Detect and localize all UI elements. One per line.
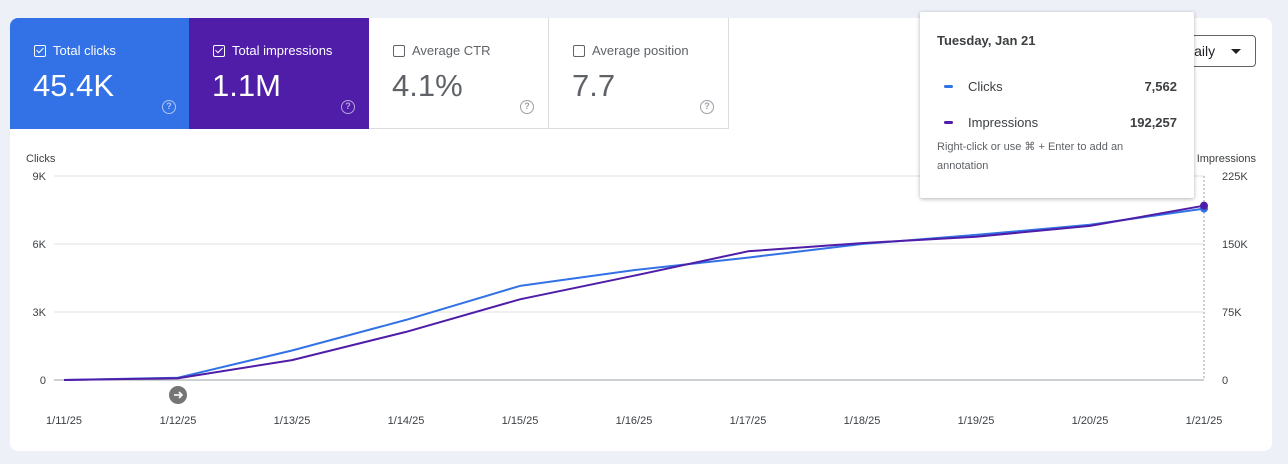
metric-average-ctr[interactable]: Average CTR 4.1% ? <box>369 18 549 129</box>
tooltip-date: Tuesday, Jan 21 <box>937 33 1036 48</box>
metric-value: 4.1% <box>392 68 463 103</box>
metric-label: Total impressions <box>232 43 333 58</box>
tooltip-value: 192,257 <box>1130 115 1177 130</box>
metric-label: Average position <box>592 43 689 58</box>
tooltip-note: Right-click or use ⌘ + Enter to add an a… <box>937 141 1124 172</box>
metric-total-impressions[interactable]: Total impressions 1.1M ? <box>189 18 369 129</box>
x-tick-label: 1/21/25 <box>1186 415 1223 427</box>
series-line-clicks <box>63 207 1205 381</box>
x-tick-label: 1/18/25 <box>844 415 881 427</box>
metric-value: 7.7 <box>572 68 616 103</box>
x-tick-label: 1/20/25 <box>1072 415 1109 427</box>
x-tick-label: 1/11/25 <box>46 415 82 427</box>
hover-point-impressions <box>1200 201 1208 210</box>
checkbox-icon[interactable] <box>573 44 585 57</box>
metric-label: Average CTR <box>412 43 491 58</box>
checkbox-icon[interactable] <box>213 44 225 57</box>
tooltip-label: Clicks <box>968 79 1003 94</box>
y-tick-label-left: 9K <box>33 171 47 183</box>
y-axis-title-right: Impressions <box>1197 153 1257 165</box>
y-tick-label-left: 6K <box>33 239 47 251</box>
y-axis-title-left: Clicks <box>26 153 56 165</box>
help-icon[interactable]: ? <box>520 100 534 114</box>
help-icon[interactable]: ? <box>341 100 355 114</box>
help-icon[interactable]: ? <box>700 100 714 114</box>
series-dash-icon <box>944 85 953 88</box>
metric-value: 45.4K <box>33 68 115 103</box>
y-tick-label-left: 3K <box>33 307 47 319</box>
x-tick-label: 1/13/25 <box>274 415 311 427</box>
tooltip-row-impressions: Impressions 192,257 <box>944 115 1177 131</box>
series-line-impressions <box>63 204 1205 381</box>
x-tick-label: 1/12/25 <box>160 415 197 427</box>
performance-chart[interactable]: 0 0 3K 75K 6K 150K 9K 225K Clicks Impressions 1/11… <box>10 18 1272 451</box>
checkbox-icon[interactable] <box>393 44 405 57</box>
tooltip-label: Impressions <box>968 115 1039 130</box>
tooltip-row-clicks: Clicks 7,562 <box>944 79 1177 95</box>
y-tick-label-right: 150K <box>1222 239 1248 251</box>
help-icon[interactable]: ? <box>162 100 176 114</box>
series-dash-icon <box>944 121 953 124</box>
x-tick-label: 1/19/25 <box>958 415 995 427</box>
metric-average-position[interactable]: Average position 7.7 ? <box>549 18 729 129</box>
chart-tooltip: Tuesday, Jan 21 Clicks 7,562 Impressions… <box>920 12 1194 198</box>
checkbox-icon[interactable] <box>34 44 46 57</box>
x-tick-label: 1/15/25 <box>502 415 539 427</box>
x-tick-label: 1/14/25 <box>388 415 425 427</box>
tooltip-value: 7,562 <box>1144 79 1177 94</box>
caret-down-icon <box>1231 49 1241 54</box>
annotation-marker-icon[interactable] <box>169 386 187 404</box>
metric-label: Total clicks <box>53 43 116 58</box>
y-tick-label-right: 225K <box>1222 171 1248 183</box>
metric-total-clicks[interactable]: Total clicks 45.4K ? <box>10 18 190 129</box>
x-tick-label: 1/17/25 <box>730 415 767 427</box>
y-tick-label-left: 0 <box>40 375 46 387</box>
metric-value: 1.1M <box>212 68 281 103</box>
x-tick-label: 1/16/25 <box>616 415 653 427</box>
y-tick-label-right: 0 <box>1222 375 1228 387</box>
y-tick-label-right: 75K <box>1222 307 1242 319</box>
